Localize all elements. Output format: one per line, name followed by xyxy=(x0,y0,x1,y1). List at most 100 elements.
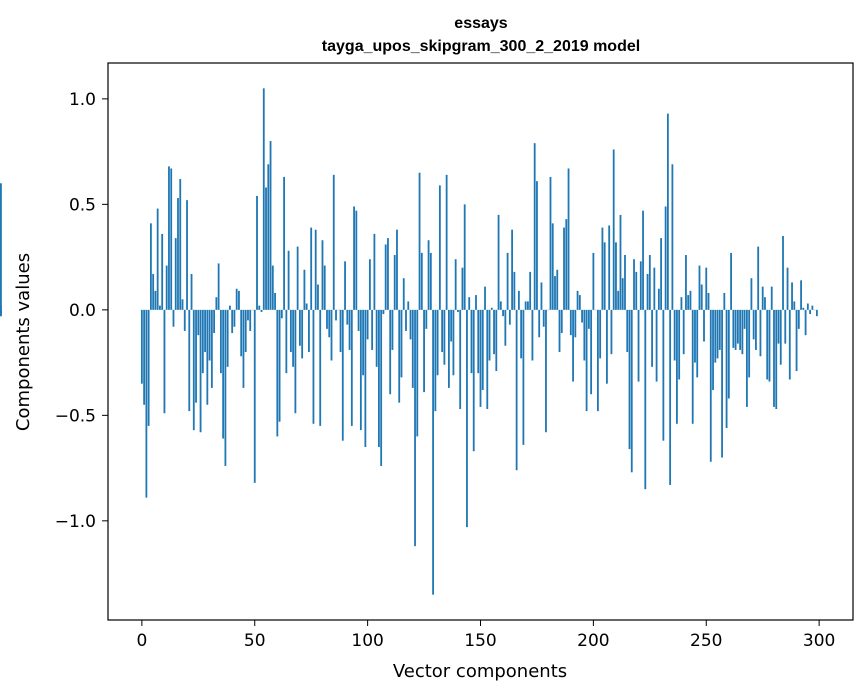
bar xyxy=(382,309,385,315)
bar xyxy=(628,309,631,450)
bar xyxy=(567,168,570,310)
bar xyxy=(811,305,814,310)
bar xyxy=(454,259,457,310)
bar xyxy=(804,309,807,336)
bar xyxy=(572,309,574,382)
bar xyxy=(529,271,532,310)
bar xyxy=(229,305,231,310)
bar xyxy=(646,273,649,310)
bar xyxy=(624,255,626,310)
bar xyxy=(755,309,757,350)
bar xyxy=(490,307,493,310)
bar xyxy=(441,309,444,353)
bar xyxy=(766,309,769,380)
bar xyxy=(438,185,441,310)
bar xyxy=(698,265,701,310)
bar xyxy=(219,309,222,374)
bar xyxy=(472,309,475,452)
bar xyxy=(183,309,186,331)
bar xyxy=(630,309,633,473)
bar xyxy=(267,164,270,310)
bar xyxy=(673,309,676,361)
bar xyxy=(429,252,432,310)
bar xyxy=(168,166,170,310)
bar xyxy=(587,309,590,329)
bar xyxy=(366,309,369,340)
bar xyxy=(283,176,285,310)
bar xyxy=(269,141,272,310)
bar xyxy=(545,309,547,433)
bar xyxy=(396,229,398,310)
bar xyxy=(700,284,703,310)
y-axis-label: Components values xyxy=(13,253,34,431)
bar xyxy=(642,210,644,310)
bar xyxy=(653,267,656,310)
bar xyxy=(795,309,798,372)
bar xyxy=(296,246,299,310)
bar xyxy=(226,309,229,367)
bar xyxy=(348,309,351,350)
bar xyxy=(583,309,586,361)
bar xyxy=(357,309,360,331)
bar xyxy=(387,238,389,310)
bar xyxy=(165,265,168,310)
bar xyxy=(671,164,674,310)
bar xyxy=(499,301,502,310)
bar xyxy=(536,181,538,310)
bar xyxy=(685,255,687,310)
bar xyxy=(380,309,383,466)
chart-title: essays xyxy=(454,15,507,32)
bar xyxy=(712,309,714,391)
bar xyxy=(486,309,489,410)
bar xyxy=(271,265,274,310)
bar xyxy=(258,305,261,310)
bar xyxy=(608,225,611,310)
bar xyxy=(285,309,288,374)
bar xyxy=(502,309,504,317)
bar xyxy=(786,267,789,310)
bar xyxy=(328,309,331,338)
bar xyxy=(298,309,301,346)
bar xyxy=(459,309,462,410)
bar xyxy=(301,309,304,359)
bar xyxy=(757,246,760,310)
bar xyxy=(743,309,746,329)
bar xyxy=(484,286,486,310)
bar xyxy=(468,297,471,310)
bar xyxy=(192,309,195,431)
bar xyxy=(161,233,164,310)
bar xyxy=(350,309,353,426)
bar xyxy=(418,172,421,310)
bar xyxy=(504,309,507,346)
x-tick-label: 250 xyxy=(690,631,722,651)
y-tick-label: 0.5 xyxy=(69,195,96,215)
bar xyxy=(610,309,613,355)
bar xyxy=(332,174,335,310)
bar xyxy=(152,273,155,310)
bar xyxy=(696,309,699,378)
bar xyxy=(506,252,509,310)
bar xyxy=(375,309,378,367)
bar xyxy=(612,149,615,310)
bar xyxy=(217,263,220,310)
bar xyxy=(466,309,468,528)
bar xyxy=(635,271,638,310)
bar xyxy=(721,309,723,458)
bar xyxy=(515,309,518,471)
bar xyxy=(416,309,419,437)
bar xyxy=(554,276,556,310)
bar xyxy=(400,309,403,378)
bar xyxy=(777,309,780,344)
bar xyxy=(527,301,529,310)
bar xyxy=(533,143,536,310)
bar xyxy=(736,309,739,344)
bar xyxy=(779,309,782,365)
bar xyxy=(651,309,653,367)
bar xyxy=(775,309,778,410)
bar xyxy=(445,174,448,310)
bar xyxy=(238,290,240,310)
bar xyxy=(522,309,525,445)
bar xyxy=(242,309,245,388)
bar xyxy=(497,214,500,310)
bar xyxy=(344,261,346,310)
